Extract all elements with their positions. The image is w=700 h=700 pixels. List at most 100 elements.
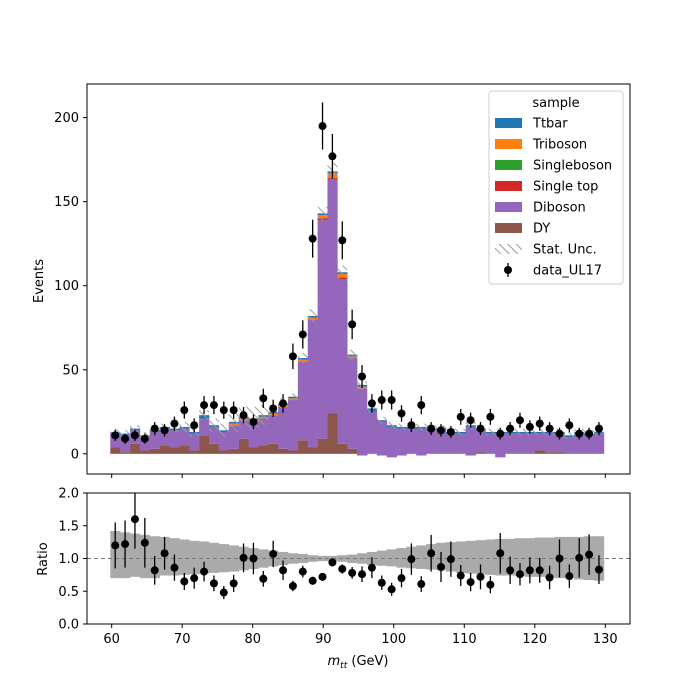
ratio-band-bin bbox=[416, 545, 427, 569]
ratio-point bbox=[279, 566, 288, 575]
x-axis-label-sub: tt bbox=[340, 661, 348, 671]
data-point bbox=[160, 426, 169, 435]
ratio-point bbox=[377, 578, 386, 587]
data-point bbox=[209, 401, 218, 410]
mc-bar-diboson bbox=[564, 437, 575, 454]
data-point bbox=[328, 152, 337, 161]
ratio-band-bin bbox=[189, 540, 200, 575]
mc-bar-diboson bbox=[524, 433, 536, 454]
data-point bbox=[565, 421, 574, 430]
mc-bar-diboson bbox=[149, 431, 160, 449]
mc-bar-dy bbox=[347, 448, 358, 454]
ratio-band-bin bbox=[297, 553, 309, 564]
mc-bar-diboson bbox=[169, 430, 180, 448]
mc-bar-diboson bbox=[159, 428, 170, 446]
data-point bbox=[525, 422, 534, 431]
legend-label: Ttbar bbox=[532, 117, 568, 132]
stat-unc-bin bbox=[347, 349, 358, 360]
ratio-point bbox=[239, 553, 248, 562]
data-point bbox=[121, 434, 130, 443]
mc-bar-diboson bbox=[544, 433, 555, 453]
data-point bbox=[407, 421, 416, 430]
mc-bar-dy bbox=[544, 452, 555, 454]
mc-bar-dy bbox=[169, 447, 180, 454]
data-point bbox=[348, 320, 357, 329]
mc-bar-diboson bbox=[337, 279, 348, 444]
mc-bar-diboson bbox=[258, 418, 269, 446]
ratio-point bbox=[525, 566, 534, 575]
legend-label: Singleboson bbox=[533, 159, 612, 174]
data-point bbox=[397, 409, 406, 418]
main-y-tick-label: 50 bbox=[62, 363, 79, 378]
mc-bar-diboson bbox=[317, 220, 328, 439]
ratio-point bbox=[348, 568, 357, 577]
data-point bbox=[150, 424, 159, 433]
legend-swatch bbox=[495, 160, 522, 170]
ratio-point bbox=[318, 572, 327, 581]
stat-unc-bin bbox=[564, 431, 575, 439]
ratio-point bbox=[358, 570, 367, 579]
stat-unc-bin bbox=[534, 428, 545, 436]
mc-bar-diboson bbox=[179, 428, 190, 446]
data-point bbox=[387, 396, 396, 405]
ratio-x-tick-label: 100 bbox=[381, 632, 406, 647]
ratio-point bbox=[200, 567, 209, 576]
mc-bar-dy bbox=[228, 448, 239, 454]
main-plot-frame bbox=[86, 83, 631, 475]
mc-bar-dy bbox=[307, 447, 318, 454]
ratio-point bbox=[446, 555, 455, 564]
ratio-point bbox=[150, 566, 159, 575]
main-panel: 0 50 100 150 200 Events sample Ttbar Triboson… bbox=[32, 83, 631, 478]
ratio-band-bin bbox=[475, 540, 486, 575]
mc-bar-dy bbox=[268, 443, 279, 454]
legend: sample Ttbar Triboson Singleboson Single to… bbox=[488, 90, 624, 285]
mc-bar-diboson bbox=[199, 418, 210, 436]
mc-bar-diboson bbox=[475, 430, 486, 453]
data-point bbox=[279, 399, 288, 408]
mc-bar-diboson bbox=[495, 433, 506, 458]
mc-bar-dy bbox=[218, 450, 230, 454]
data-point bbox=[594, 424, 603, 433]
x-axis-label-unit: (GeV) bbox=[347, 654, 388, 669]
ratio-point bbox=[219, 588, 228, 597]
ratio-x-axis: 60 70 80 90 100 110 120 130 bbox=[103, 624, 618, 647]
ratio-point bbox=[130, 515, 139, 524]
data-point bbox=[200, 401, 209, 410]
legend-title: sample bbox=[532, 96, 579, 111]
stat-unc-bin bbox=[317, 206, 328, 221]
data-point bbox=[229, 406, 238, 415]
mc-bar-dy bbox=[475, 452, 486, 454]
main-y-axis-label: Events bbox=[32, 259, 47, 303]
stat-unc-bin bbox=[120, 430, 131, 438]
mc-bar-diboson bbox=[278, 406, 289, 449]
mc-bar-diboson bbox=[534, 433, 545, 451]
mc-bar-diboson bbox=[574, 433, 585, 454]
ratio-y-tick-label: 1.5 bbox=[58, 519, 79, 534]
data-point bbox=[515, 416, 524, 425]
mc-bar-dy bbox=[110, 447, 121, 454]
ratio-x-tick-label: 90 bbox=[315, 632, 332, 647]
stat-unc-bin bbox=[416, 423, 427, 431]
legend-box bbox=[488, 90, 624, 285]
mc-bar-diboson bbox=[297, 361, 309, 441]
data-point bbox=[170, 419, 179, 428]
ratio-point bbox=[288, 582, 297, 591]
stat-unc-bin bbox=[515, 428, 525, 436]
mc-bar-dy bbox=[534, 450, 545, 454]
ratio-point bbox=[565, 572, 574, 581]
stat-unc-bin bbox=[130, 425, 140, 432]
stat-unc-bin bbox=[199, 410, 209, 421]
ratio-band-bin bbox=[544, 537, 555, 578]
data-point bbox=[535, 419, 544, 428]
data-point bbox=[219, 406, 228, 415]
mc-bar-diboson bbox=[327, 179, 338, 414]
mc-bar-diboson bbox=[436, 430, 447, 454]
data-point bbox=[585, 429, 594, 438]
mc-bar-dy bbox=[258, 445, 269, 454]
stat-unc-bin bbox=[455, 428, 466, 436]
ratio-y-axis-label: Ratio bbox=[36, 542, 51, 575]
ratio-x-tick-label: 70 bbox=[174, 632, 191, 647]
ratio-y-tick-label: 0.5 bbox=[58, 585, 79, 600]
mc-bar-dy bbox=[179, 445, 190, 454]
ratio-band-bin bbox=[347, 554, 358, 564]
